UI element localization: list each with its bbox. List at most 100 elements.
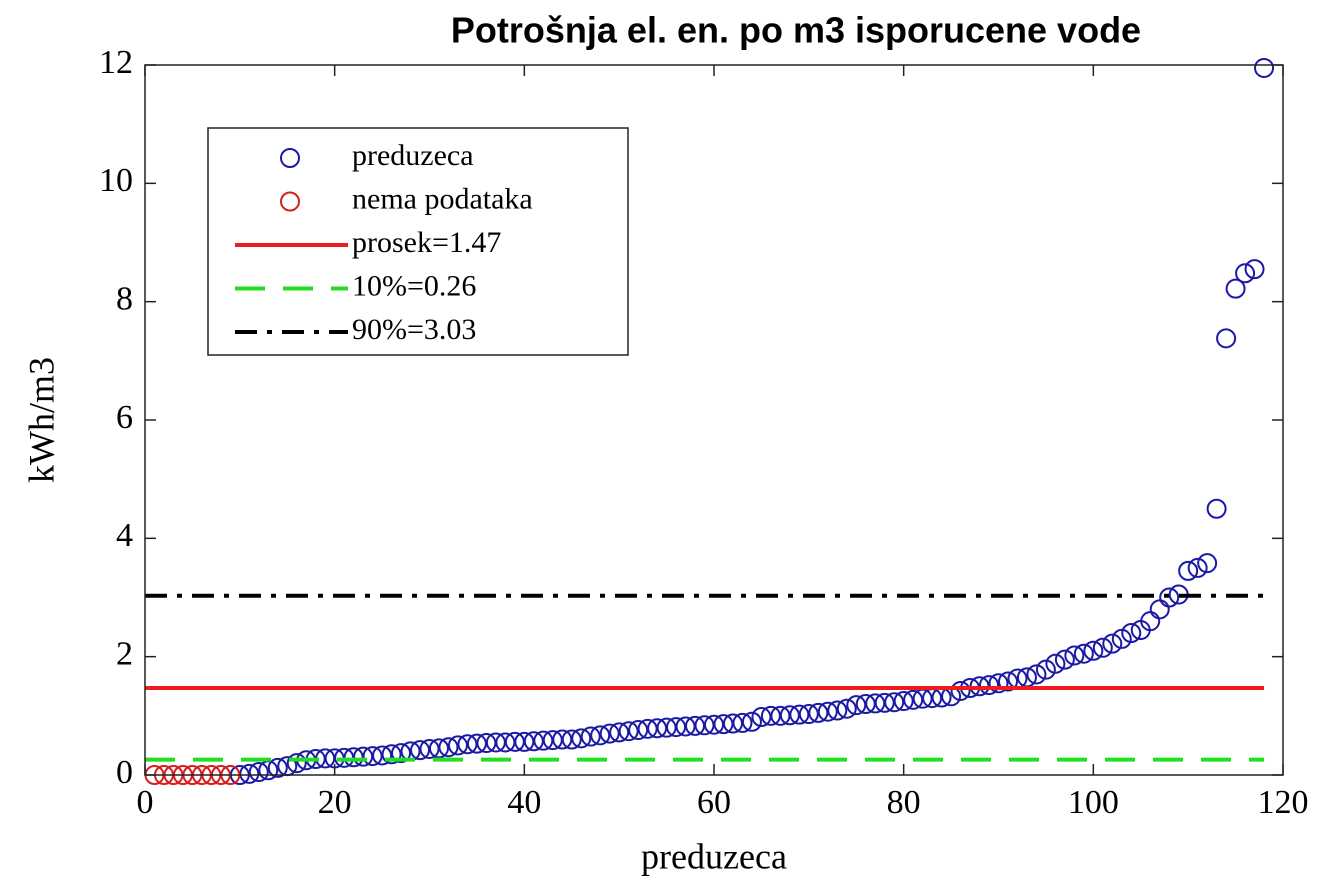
legend-label: 90%=3.03 xyxy=(352,313,476,346)
data-point xyxy=(590,725,611,746)
data-point xyxy=(391,743,412,764)
data-point xyxy=(704,714,724,735)
data-point xyxy=(798,704,819,725)
data-point xyxy=(410,740,431,761)
data-point xyxy=(884,692,905,713)
data-point xyxy=(599,723,620,744)
data-point xyxy=(1244,259,1265,280)
data-point xyxy=(713,714,734,735)
y-tick-label: 8 xyxy=(116,280,133,317)
data-point xyxy=(438,737,459,758)
data-point xyxy=(1149,599,1170,620)
data-point xyxy=(732,712,753,733)
data-point xyxy=(1083,640,1104,661)
data-point xyxy=(997,671,1018,692)
data-point xyxy=(903,689,924,710)
data-point xyxy=(609,722,630,743)
data-point xyxy=(637,718,658,739)
data-point xyxy=(893,691,914,712)
data-point xyxy=(685,715,706,736)
x-tick-label: 100 xyxy=(1068,784,1119,821)
data-point xyxy=(561,729,582,750)
y-tick-label: 2 xyxy=(116,635,133,672)
data-point xyxy=(666,717,687,738)
data-point xyxy=(1092,637,1113,658)
data-point xyxy=(741,711,762,732)
data-point xyxy=(343,747,364,768)
data-point xyxy=(514,731,535,752)
data-point xyxy=(1187,557,1208,578)
data-point xyxy=(1197,553,1218,574)
data-point xyxy=(1206,498,1227,519)
data-point xyxy=(1121,623,1142,643)
data-point xyxy=(362,746,383,767)
legend-box xyxy=(207,127,629,356)
data-point xyxy=(1045,653,1066,674)
x-axis-label: preduzeca xyxy=(641,836,787,876)
data-point xyxy=(1026,664,1047,685)
data-point xyxy=(779,705,800,726)
data-point xyxy=(1254,57,1275,78)
data-point xyxy=(950,680,971,701)
y-tick-label: 6 xyxy=(116,399,133,436)
data-point xyxy=(694,715,715,736)
data-point xyxy=(1178,560,1199,581)
data-point xyxy=(267,757,288,778)
data-point xyxy=(571,728,592,749)
y-tick-label: 4 xyxy=(116,517,133,554)
data-point xyxy=(789,704,810,725)
data-point xyxy=(1235,263,1256,284)
data-point xyxy=(447,735,468,756)
data-point xyxy=(1054,649,1075,670)
legend-label: nema podataka xyxy=(352,182,533,215)
x-tick-label: 40 xyxy=(507,784,541,821)
data-point xyxy=(628,720,649,741)
data-point xyxy=(827,700,848,721)
x-tick-label: 0 xyxy=(137,784,154,821)
data-point xyxy=(372,745,393,766)
data-point xyxy=(580,726,601,747)
data-point xyxy=(647,718,668,739)
x-tick-label: 80 xyxy=(887,784,921,821)
data-point xyxy=(722,713,743,734)
legend-label: 10%=0.26 xyxy=(352,269,476,302)
data-point xyxy=(1073,643,1094,664)
data-point xyxy=(855,694,876,714)
data-point xyxy=(979,675,1000,696)
y-axis-label: kWh/m3 xyxy=(21,357,61,483)
data-point xyxy=(988,673,1009,694)
data-point xyxy=(428,738,449,759)
data-point xyxy=(836,698,857,719)
data-point xyxy=(466,733,487,754)
data-point xyxy=(874,692,895,713)
data-point xyxy=(865,693,886,714)
data-point xyxy=(618,721,639,742)
data-point xyxy=(675,716,696,737)
data-point xyxy=(1064,645,1085,666)
data-point xyxy=(419,738,440,759)
data-point xyxy=(533,730,554,751)
legend: preduzeca nema podataka prosek=1.47 10%=0.2… xyxy=(207,127,629,356)
data-point xyxy=(457,734,478,755)
legend-label: preduzeca xyxy=(352,139,474,172)
x-tick-label: 20 xyxy=(318,784,352,821)
data-point xyxy=(1102,633,1123,654)
data-point xyxy=(656,717,677,738)
data-point xyxy=(248,762,269,783)
y-tick-label: 10 xyxy=(99,162,133,199)
data-point xyxy=(751,707,772,728)
data-point xyxy=(808,702,829,723)
data-point xyxy=(523,731,544,752)
data-point xyxy=(381,744,402,765)
data-point xyxy=(1225,278,1246,299)
data-point xyxy=(846,695,867,716)
data-point xyxy=(286,753,307,774)
legend-symbol xyxy=(280,148,300,168)
legend-label: prosek=1.47 xyxy=(352,226,501,259)
data-point xyxy=(239,763,260,784)
chart-title: Potrošnja el. en. po m3 isporucene vode xyxy=(451,10,1141,51)
data-point xyxy=(817,701,838,722)
y-tick-label: 0 xyxy=(116,754,133,791)
data-point xyxy=(770,705,791,726)
